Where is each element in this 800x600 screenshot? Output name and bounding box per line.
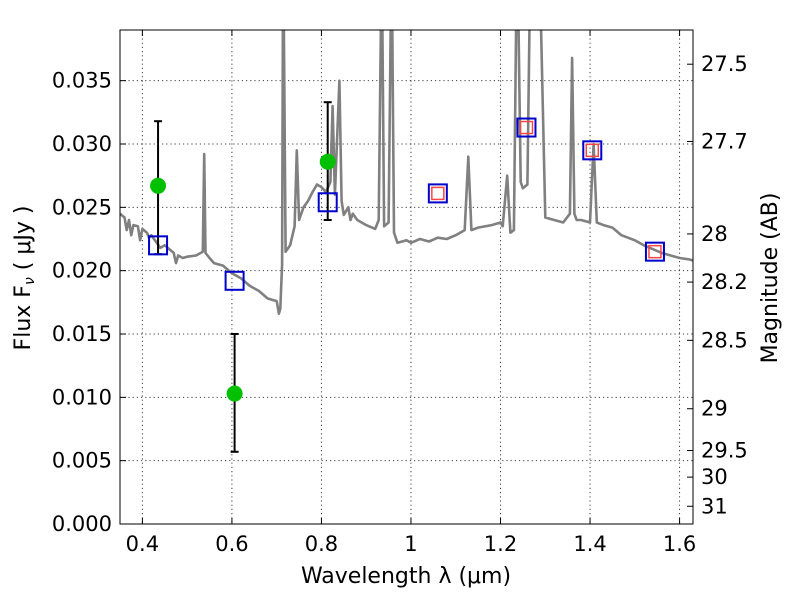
y2-tick-label: 28.5 [701,328,748,352]
y-tick-label: 0.030 [52,132,112,156]
y2-tick-label: 27.7 [701,129,748,153]
y-tick-label: 0.010 [52,385,112,409]
spectrum [120,30,693,315]
y2-tick-label: 29 [701,397,728,421]
model-inner-square [519,120,534,135]
x-tick-label: 0.8 [305,532,338,556]
tick-labels: 0.4 0.6 0.8 1 1.2 1.4 1.6 0.000 0.005 0.010 0.015 0… [52,52,748,556]
x-tick-label: 0.4 [126,532,159,556]
model-square [582,140,603,161]
model-inner-square [648,244,662,259]
y2-tick-label: 28 [701,222,728,246]
x-axis-label: Wavelength λ (μm) [301,564,511,589]
x-tick-label: 1.4 [573,532,606,556]
photometry-point [226,385,243,402]
model-square [317,192,338,213]
y-axis-label-units: ( μJy ) [11,206,36,278]
model-square [224,270,245,291]
ticks [120,30,693,525]
model-square [516,117,537,138]
model-inner-square [431,186,445,201]
model-inner-square [585,143,600,158]
model-square [427,183,448,204]
y-tick-label: 0.005 [52,449,112,473]
y-tick-label: 0.020 [52,259,112,283]
y2-tick-label: 30 [701,465,728,489]
photometry-point [150,177,167,194]
markers [148,101,665,453]
x-tick-label: 1 [404,532,417,556]
photometry-point [319,153,336,170]
y-tick-label: 0.025 [52,195,112,219]
y-axis-label-subscript: ν [22,277,38,285]
x-tick-label: 0.6 [215,532,248,556]
y2-tick-label: 31 [701,494,728,518]
y-tick-label: 0.015 [52,322,112,346]
spectrum-line [120,30,693,315]
y2-tick-label: 27.5 [701,52,748,76]
y2-tick-label: 28.2 [701,270,748,294]
y-tick-label: 0.035 [52,69,112,93]
y-tick-label: 0.000 [52,512,112,536]
y-axis-label-main: Flux F [11,285,36,350]
y-axis-label: Flux Fν ( μJy ) [11,206,38,351]
x-tick-label: 1.2 [484,532,517,556]
model-square [148,235,169,256]
x-tick-label: 1.6 [663,532,696,556]
plot-frame [119,29,694,525]
y2-axis-label: Magnitude (AB) [758,193,783,364]
model-square [644,241,665,262]
y2-tick-label: 29.5 [701,439,748,463]
